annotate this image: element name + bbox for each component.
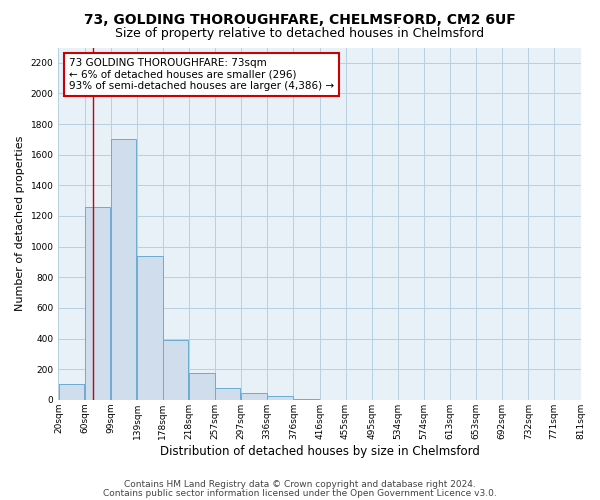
- Bar: [85, 207, 110, 400]
- Text: Size of property relative to detached houses in Chelmsford: Size of property relative to detached ho…: [115, 28, 485, 40]
- Bar: [189, 373, 215, 400]
- Bar: [267, 396, 293, 400]
- Bar: [111, 140, 136, 400]
- Text: Contains HM Land Registry data © Crown copyright and database right 2024.: Contains HM Land Registry data © Crown c…: [124, 480, 476, 489]
- Y-axis label: Number of detached properties: Number of detached properties: [15, 136, 25, 312]
- Bar: [215, 388, 241, 400]
- Bar: [163, 340, 188, 400]
- Text: 73 GOLDING THOROUGHFARE: 73sqm
← 6% of detached houses are smaller (296)
93% of : 73 GOLDING THOROUGHFARE: 73sqm ← 6% of d…: [69, 58, 334, 92]
- Bar: [137, 256, 163, 400]
- X-axis label: Distribution of detached houses by size in Chelmsford: Distribution of detached houses by size …: [160, 444, 479, 458]
- Bar: [241, 393, 267, 400]
- Text: 73, GOLDING THOROUGHFARE, CHELMSFORD, CM2 6UF: 73, GOLDING THOROUGHFARE, CHELMSFORD, CM…: [84, 12, 516, 26]
- Text: Contains public sector information licensed under the Open Government Licence v3: Contains public sector information licen…: [103, 488, 497, 498]
- Bar: [59, 384, 84, 400]
- Bar: [293, 399, 319, 400]
